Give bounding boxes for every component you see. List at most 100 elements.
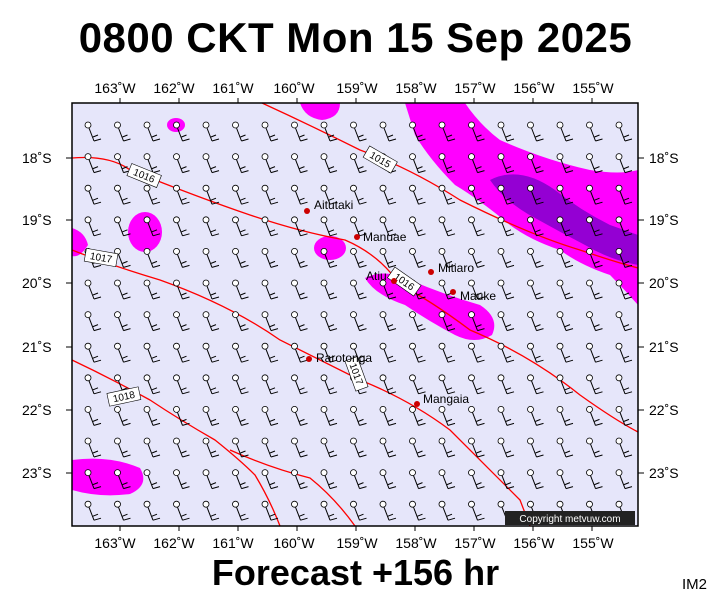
wind-barb — [84, 500, 102, 521]
lon-label-top: 162˚W — [153, 80, 195, 96]
isobar-line-1017 — [71, 249, 531, 527]
wind-barb — [615, 437, 633, 458]
wind-barb — [438, 437, 456, 458]
wind-barb — [468, 500, 485, 521]
wind-barb — [468, 247, 485, 268]
wind-barb — [291, 153, 308, 174]
wind-barb — [202, 311, 220, 332]
wind-barb — [291, 311, 308, 332]
wind-barb — [379, 247, 397, 268]
lat-label-right: 20˚S — [649, 275, 679, 291]
wind-barb — [143, 216, 161, 237]
copyright-text: Copyright metvuw.com — [519, 514, 620, 525]
wind-barb — [615, 342, 633, 363]
wind-barb — [379, 500, 397, 521]
wind-barb — [320, 247, 338, 268]
wind-barb — [556, 342, 574, 363]
latitude-axis-right: 18˚S 19˚S 20˚S 21˚S 22˚S 23˚S — [638, 150, 679, 481]
wind-barb — [114, 216, 131, 237]
wind-barb — [615, 279, 633, 300]
wind-barb — [556, 279, 574, 300]
rain-blob-edge — [72, 228, 88, 257]
wind-barb — [468, 153, 485, 174]
wind-barb — [409, 374, 426, 395]
wind-barb — [84, 279, 102, 300]
longitude-axis-bottom: 163˚W 162˚W 161˚W 160˚W 159˚W 158˚W 157˚… — [94, 526, 614, 551]
wind-barb — [84, 216, 102, 237]
wind-barb — [556, 153, 574, 174]
wind-barb — [143, 311, 161, 332]
wind-barb — [143, 342, 161, 363]
wind-barb — [232, 184, 249, 205]
lon-label-bottom: 160˚W — [273, 535, 315, 551]
wind-barb — [261, 374, 279, 395]
wind-barb — [202, 469, 220, 490]
wind-barb — [143, 153, 161, 174]
wind-barb — [261, 184, 279, 205]
wind-barb — [350, 153, 367, 174]
wind-barb — [468, 342, 485, 363]
isobar-line-1016 — [71, 156, 639, 433]
wind-barb — [173, 469, 190, 490]
wind-barb — [556, 437, 574, 458]
rain-blob-southwest — [72, 458, 144, 496]
wind-barb — [202, 500, 220, 521]
wind-barb — [350, 216, 367, 237]
wind-barb — [438, 247, 456, 268]
wind-barb — [261, 342, 279, 363]
wind-barb — [527, 153, 544, 174]
wind-barb — [114, 469, 131, 490]
wind-barb — [291, 184, 308, 205]
isobar-value: 1017 — [89, 251, 113, 266]
wind-barb — [438, 342, 456, 363]
wind-barb — [320, 374, 338, 395]
wind-barb — [527, 121, 544, 142]
wind-barb — [84, 342, 102, 363]
wind-barb — [497, 121, 515, 142]
place-dot-mitiaro — [428, 269, 434, 275]
wind-barb — [438, 184, 456, 205]
wind-barb — [173, 311, 190, 332]
wind-barb — [173, 342, 190, 363]
wind-barb — [527, 184, 544, 205]
lon-label-bottom: 162˚W — [153, 535, 195, 551]
wind-barb — [173, 184, 190, 205]
lat-label-right: 19˚S — [649, 212, 679, 228]
lon-label-top: 156˚W — [513, 80, 555, 96]
wind-barb — [261, 469, 279, 490]
wind-barb — [232, 437, 249, 458]
wind-barb — [173, 500, 190, 521]
lon-label-top: 160˚W — [273, 80, 315, 96]
wind-barb — [438, 216, 456, 237]
wind-barb — [320, 279, 338, 300]
wind-barb — [586, 437, 603, 458]
map-title: 0800 CKT Mon 15 Sep 2025 — [78, 14, 633, 61]
wind-barb — [556, 121, 574, 142]
wind-barb — [291, 279, 308, 300]
wind-barb — [438, 500, 456, 521]
wind-barb — [556, 311, 574, 332]
wind-barb — [497, 153, 515, 174]
longitude-axis-top: 163˚W 162˚W 161˚W 160˚W 159˚W 158˚W 157˚… — [94, 80, 614, 103]
place-label-mangaia: Mangaia — [423, 392, 469, 406]
lon-label-bottom: 157˚W — [454, 535, 496, 551]
wind-barb — [232, 247, 249, 268]
wind-barb — [409, 121, 426, 142]
lon-label-bottom: 155˚W — [572, 535, 614, 551]
lat-label-left: 20˚S — [22, 275, 52, 291]
wind-barb — [261, 437, 279, 458]
wind-barb — [202, 279, 220, 300]
wind-barb — [615, 153, 633, 174]
wind-barb — [202, 342, 220, 363]
wind-barb — [232, 216, 249, 237]
wind-barb — [586, 247, 603, 268]
wind-barb — [202, 184, 220, 205]
wind-barb — [261, 500, 279, 521]
isobar-value: 1018 — [112, 390, 136, 405]
wind-barb — [173, 153, 190, 174]
lon-label-top: 158˚W — [395, 80, 437, 96]
lat-label-right: 18˚S — [649, 150, 679, 166]
wind-barb — [379, 279, 397, 300]
wind-barb — [615, 216, 633, 237]
